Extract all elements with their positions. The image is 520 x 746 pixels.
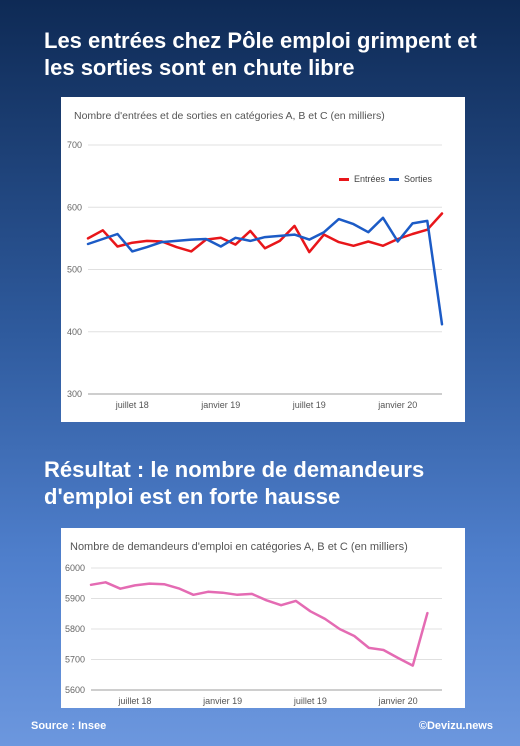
chart1-xtick-label: janvier 20	[377, 400, 417, 410]
chart2-xtick-label: janvier 20	[378, 696, 418, 706]
headline-jobseekers: Résultat : le nombre de demandeurs d'emp…	[44, 457, 425, 509]
chart-card-jobseekers: Nombre de demandeurs d'emploi en catégor…	[61, 528, 465, 708]
chart2-xtick-label: juillet 19	[293, 696, 327, 706]
chart1-legend-label-entrees: Entrées	[354, 174, 386, 184]
chart1-series-line-entrees	[86, 212, 444, 254]
chart2-xtick-label: juillet 18	[117, 696, 151, 706]
chart1-ytick-label: 300	[67, 389, 82, 399]
chart1-xtick-label: janvier 19	[200, 400, 240, 410]
source-label: Source : Insee	[31, 720, 107, 732]
chart2-ytick-label: 5900	[65, 594, 85, 604]
chart1-legend-swatch-sorties	[389, 178, 399, 181]
chart2-ytick-label: 5700	[65, 655, 85, 665]
chart2-ytick-label: 5600	[65, 685, 85, 695]
chart1-xtick-label: juillet 19	[292, 400, 326, 410]
chart1-series-line-sorties	[86, 216, 444, 326]
chart-card-entries-exits: Nombre d'entrées et de sorties en catégo…	[61, 97, 465, 422]
chart-jobseekers: Nombre de demandeurs d'emploi en catégor…	[65, 541, 442, 706]
chart1-ytick-label: 600	[67, 202, 82, 212]
credit-label: ©Devizu.news	[418, 720, 493, 732]
chart1-legend-swatch-entrees	[339, 178, 349, 181]
chart2-ytick-label: 6000	[65, 563, 85, 573]
chart1-title: Nombre d'entrées et de sorties en catégo…	[74, 110, 385, 122]
chart2-title: Nombre de demandeurs d'emploi en catégor…	[70, 541, 408, 553]
headline-entries-exits: Les entrées chez Pôle emploi grimpent et…	[44, 28, 477, 80]
chart1-legend-label-sorties: Sorties	[404, 174, 433, 184]
chart1-xtick-label: juillet 18	[115, 400, 149, 410]
chart1-ytick-label: 700	[67, 140, 82, 150]
chart2-xtick-label: janvier 19	[202, 696, 242, 706]
chart1-ytick-label: 400	[67, 327, 82, 337]
chart-entries-exits: Nombre d'entrées et de sorties en catégo…	[67, 110, 444, 410]
chart2-series-line-series	[89, 581, 429, 667]
chart2-ytick-label: 5800	[65, 624, 85, 634]
chart1-ytick-label: 500	[67, 265, 82, 275]
